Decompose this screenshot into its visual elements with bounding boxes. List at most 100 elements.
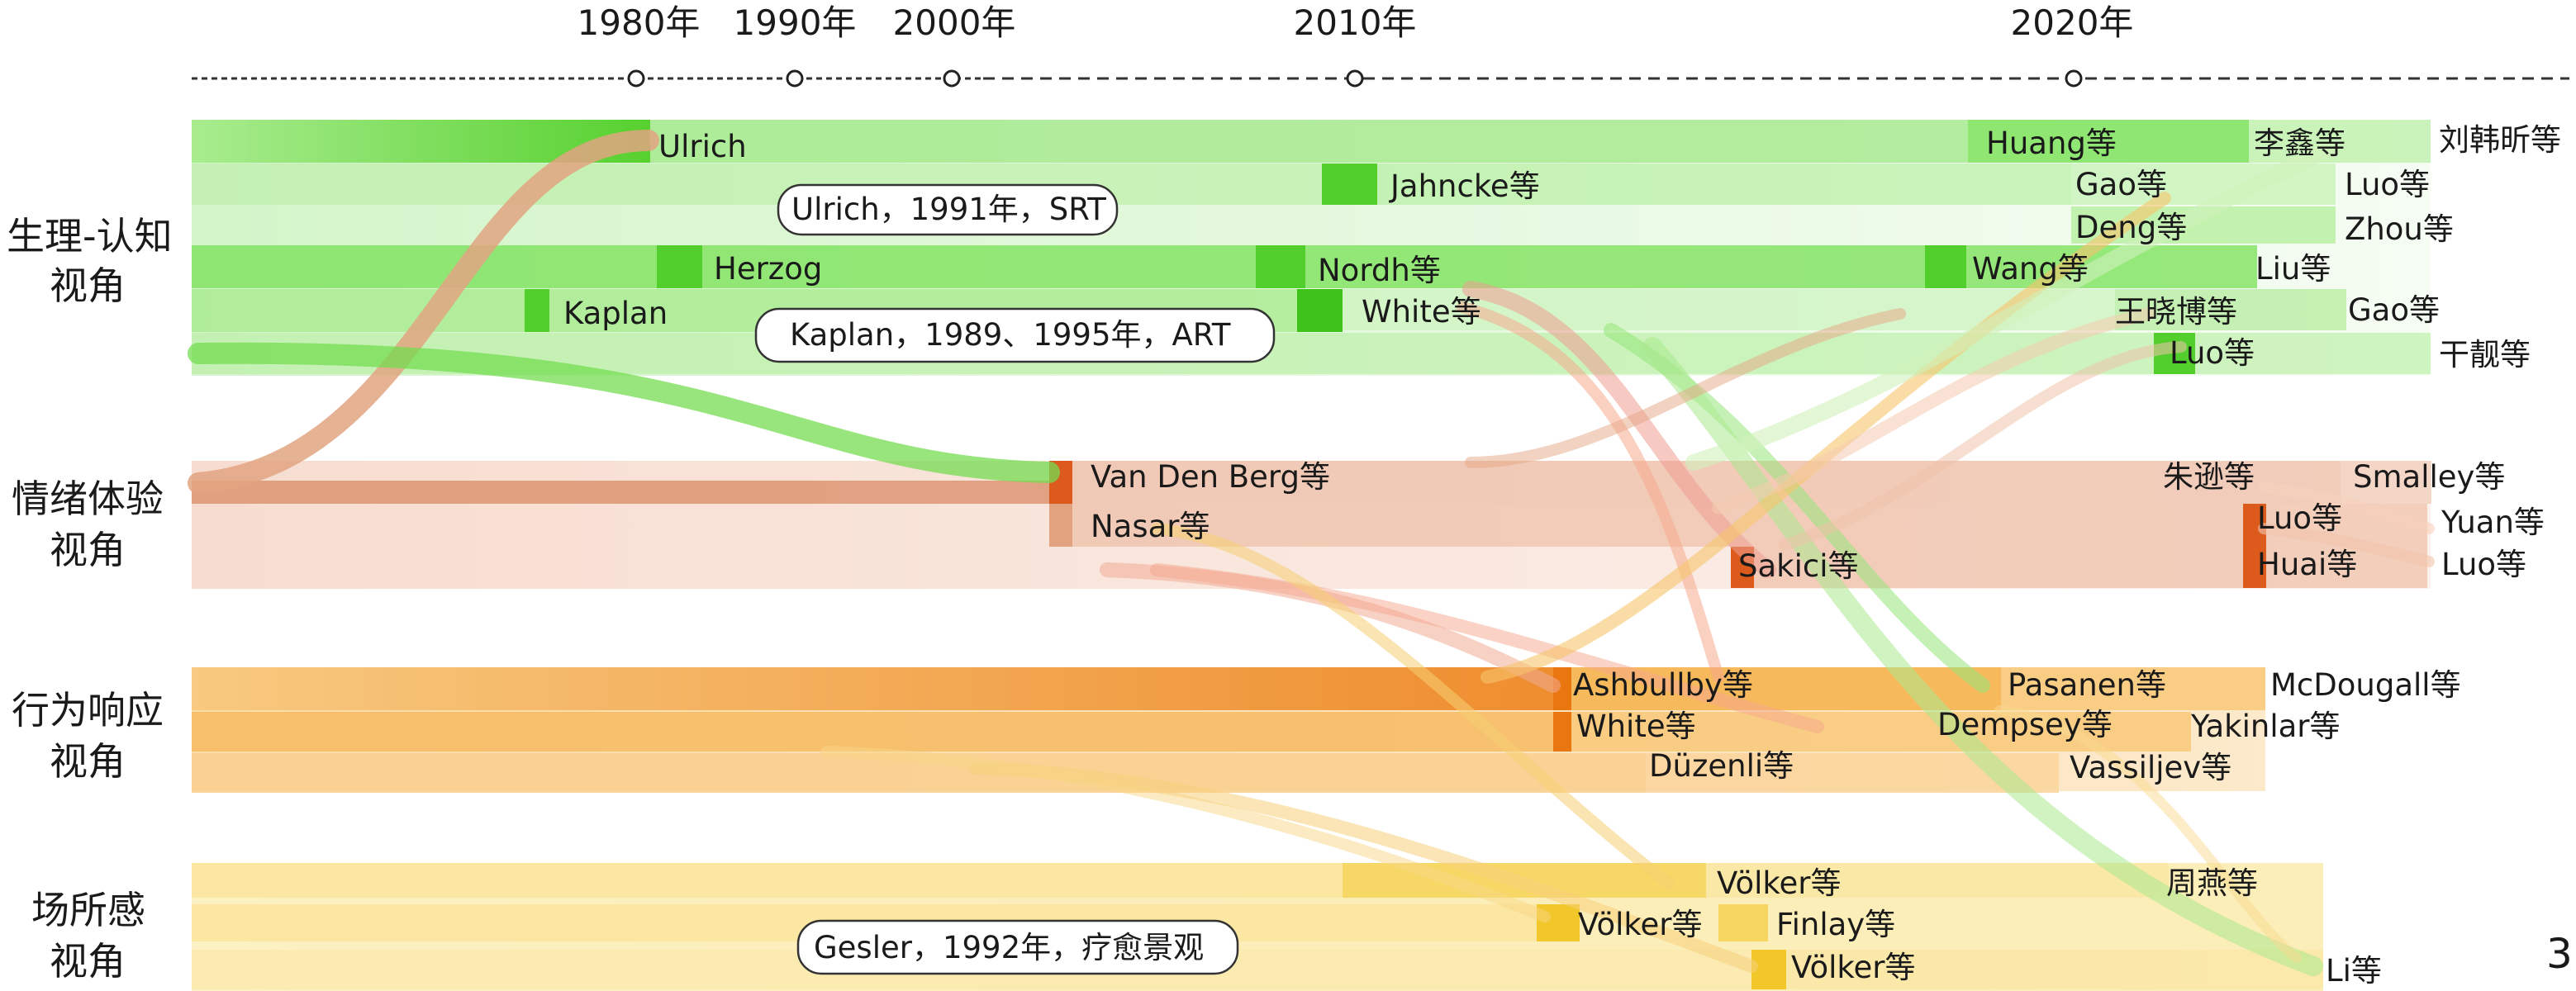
stream-li-liu — [2249, 120, 2431, 163]
perspective-place-line2: 视角 — [50, 939, 126, 984]
timeline: 1980年 1990年 2000年 2010年 2020年 — [192, 2, 2569, 88]
author-label: McDougall等 — [2270, 667, 2461, 703]
callout-srt-box — [777, 183, 1119, 236]
author-label: 周燕等 — [2166, 865, 2258, 901]
flow-white-to-sakici — [1462, 281, 1776, 578]
author-labels-emotional: Van Den Berg等 朱逊等 Smalley等 Nasar等 Luo等 Y… — [1091, 459, 2545, 584]
author-label: Deng等 — [2075, 210, 2187, 245]
node-jahncke — [1322, 164, 1377, 205]
node-wang — [1925, 245, 1966, 288]
stream-volker-zhou — [1706, 863, 2169, 898]
author-label: Van Den Berg等 — [1091, 459, 1330, 495]
author-label: Völker等 — [1578, 907, 1702, 942]
author-label: 刘韩昕等 — [2439, 122, 2561, 158]
perspective-physiological-line2: 视角 — [50, 263, 126, 308]
year-label-2020: 2020年 — [2011, 2, 2134, 43]
year-label-1980: 1980年 — [577, 2, 701, 43]
stream-white-behavioral — [192, 712, 1571, 752]
perspective-emotional-line1: 情绪体验 — [12, 477, 164, 521]
author-label: Gao等 — [2075, 167, 2167, 202]
page-number: 3 — [2546, 930, 2573, 978]
band-place — [192, 863, 2323, 991]
author-label: Wang等 — [1972, 251, 2089, 287]
author-label: 朱逊等 — [2163, 459, 2255, 495]
author-label: Völker等 — [1717, 865, 1841, 901]
node-volker-c — [1751, 950, 1786, 989]
flow-smalley-to-yuan — [2258, 481, 2435, 534]
flow-vandenberg-to-physiological — [1465, 308, 1906, 468]
author-label: 李鑫等 — [2254, 126, 2345, 161]
timeline-marker-1980 — [627, 69, 645, 88]
node-herzog — [657, 245, 702, 288]
row-headers: 生理-认知 视角 情绪体验 视角 行为响应 视角 场所感 视角 — [7, 214, 173, 984]
author-label: White等 — [1362, 294, 1481, 330]
node-finlay — [1718, 904, 1768, 941]
author-label: Völker等 — [1791, 950, 1915, 985]
author-label: White等 — [1576, 709, 1696, 744]
stream-ashbullby — [192, 667, 1571, 710]
author-label: Jahncke等 — [1389, 168, 1540, 204]
author-label: Yuan等 — [2441, 505, 2545, 540]
callout-art-box — [754, 307, 1276, 363]
node-nordh — [1256, 245, 1305, 288]
stream-wangxiaobo-gao — [2115, 289, 2346, 330]
author-label: Nordh等 — [1318, 253, 1441, 288]
stream-zhu-smalley — [2341, 461, 2431, 504]
author-label: Ulrich — [658, 129, 747, 164]
callout-art: Kaplan，1989、1995年，ART — [790, 317, 1231, 353]
callout-srt: Ulrich，1991年，SRT — [791, 192, 1106, 227]
node-white-behavioral — [1553, 712, 1571, 752]
cross-flows — [188, 130, 2435, 976]
timeline-marker-2010 — [1346, 69, 1364, 88]
author-label: Smalley等 — [2353, 459, 2505, 495]
flow-emotional-to-dempsey — [1150, 563, 1824, 733]
perspective-place-line1: 场所感 — [31, 888, 145, 932]
author-label: Herzog — [714, 251, 822, 287]
author-label: Yakinlar等 — [2190, 709, 2341, 744]
stream-vandenberg — [192, 481, 1072, 504]
author-label: Kaplan — [563, 296, 668, 331]
stream-huang-li — [1968, 120, 2249, 163]
author-labels-place: Völker等 周燕等 Völker等 Finlay等 Völker等 Li等 — [1578, 865, 2382, 989]
author-label: Luo等 — [2170, 335, 2255, 371]
stream-pasanen-mcdougall — [2001, 667, 2265, 710]
author-label: Gao等 — [2348, 292, 2440, 328]
author-label: Li等 — [2326, 953, 2382, 989]
flow-emotional-to-luo — [1779, 341, 2187, 551]
node-huai — [2243, 547, 2266, 588]
year-label-2000: 2000年 — [893, 2, 1016, 43]
author-label: Nasar等 — [1091, 509, 1210, 544]
flow-behavioral-to-volker-b — [820, 746, 1551, 922]
author-label: Liu等 — [2255, 251, 2331, 287]
author-label: Ashbullby等 — [1573, 667, 1753, 703]
timeline-marker-2000 — [943, 69, 961, 88]
author-label: Finlay等 — [1776, 907, 1895, 942]
flow-emotional-to-volker — [1151, 523, 1675, 889]
flow-emotional-to-physiological — [1685, 140, 2338, 471]
author-labels-physiological: Ulrich Huang等 李鑫等 刘韩昕等 Jahncke等 Gao等 Luo… — [563, 122, 2561, 372]
author-labels-behavioral: Ashbullby等 Pasanen等 McDougall等 White等 De… — [1573, 667, 2461, 785]
year-label-1990: 1990年 — [734, 2, 857, 43]
stream-ulrich-huang — [650, 120, 1968, 163]
node-nasar — [1049, 504, 1072, 547]
node-kaplan — [525, 289, 549, 332]
author-label: Düzenli等 — [1649, 748, 1794, 784]
author-label: Dempsey等 — [1937, 707, 2113, 742]
flow-white-to-ashbullby — [1457, 301, 1724, 683]
timeline-marker-2020 — [2065, 69, 2083, 88]
flow-emotional-to-ulrich — [188, 130, 659, 494]
author-label: Luo等 — [2345, 167, 2430, 202]
author-label: Zhou等 — [2345, 211, 2454, 247]
flow-behavioral-to-li — [1994, 705, 2302, 963]
author-label: Sakici等 — [1738, 548, 1859, 584]
perspective-emotional-line2: 视角 — [50, 528, 126, 572]
perspective-physiological-line1: 生理-认知 — [7, 214, 173, 258]
author-label: Huang等 — [1986, 126, 2117, 161]
author-label: Vassiljev等 — [2070, 750, 2231, 785]
node-ashbullby — [1553, 667, 1571, 710]
flow-physiological-to-vandenberg — [188, 342, 1060, 483]
flow-behavioral-to-physiological — [1480, 192, 2171, 684]
stream-volker-li — [1786, 950, 2323, 989]
node-white — [1297, 289, 1343, 332]
